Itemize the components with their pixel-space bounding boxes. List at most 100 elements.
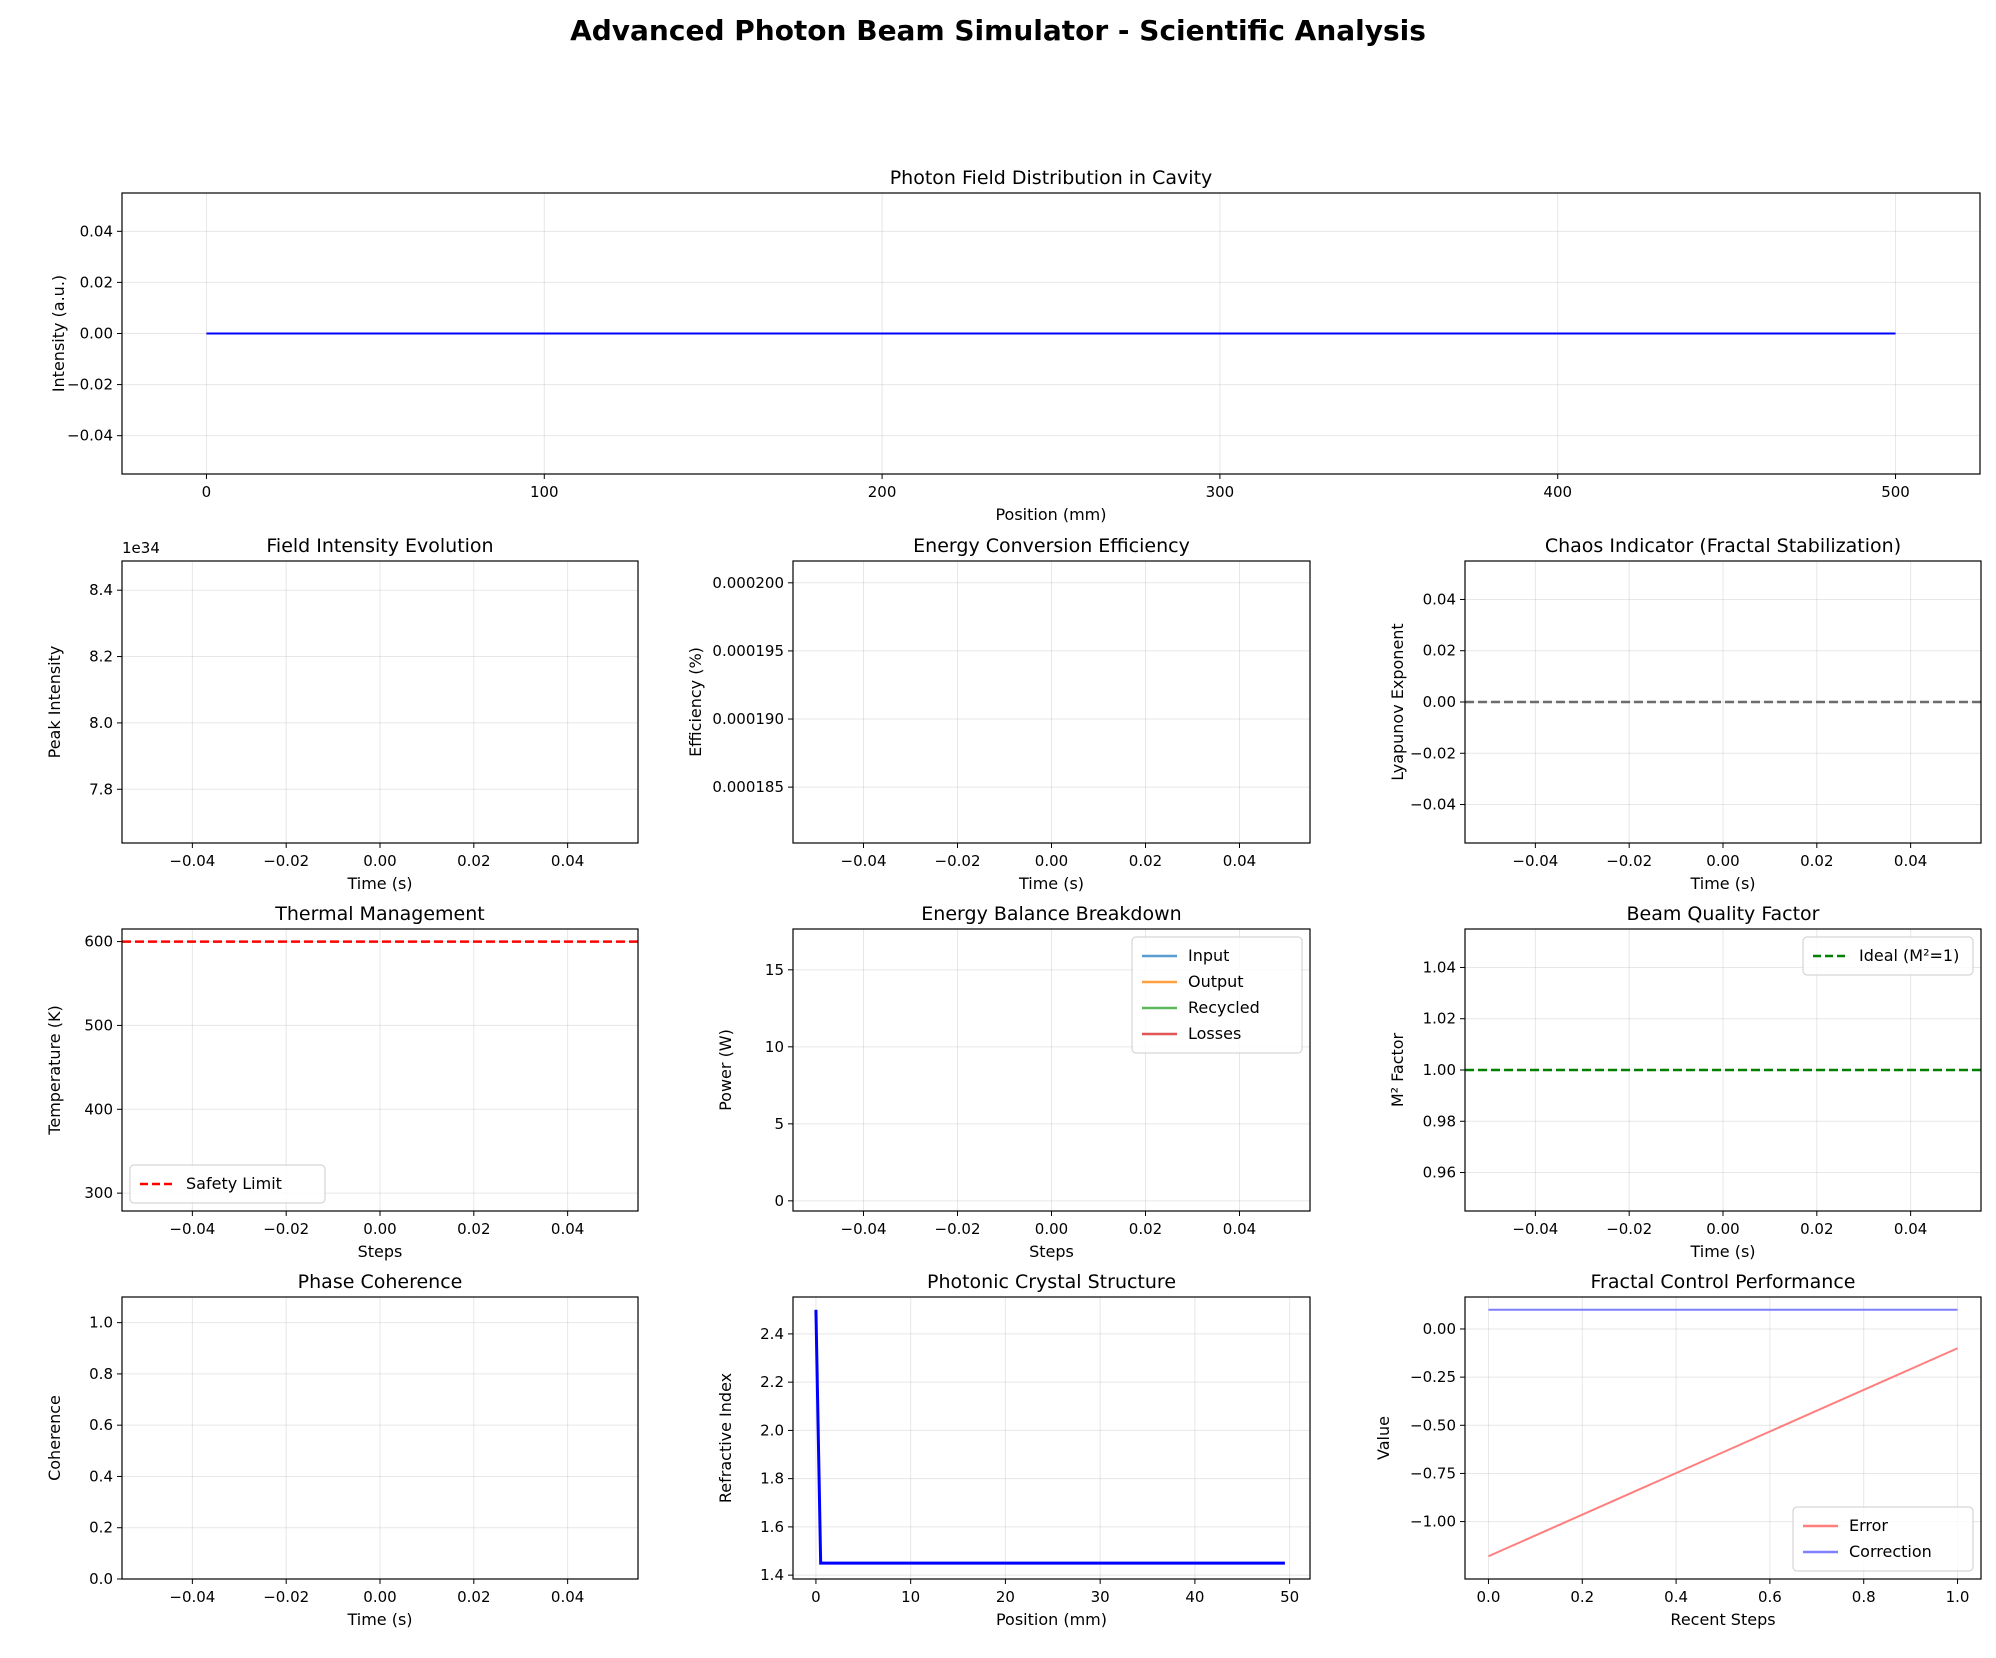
y-tick-label: −0.04 (1410, 796, 1456, 814)
x-tick-label: −0.02 (1606, 1220, 1652, 1238)
x-tick-label: −0.04 (169, 852, 215, 870)
x-tick-label: 0.8 (1852, 1588, 1876, 1606)
y-tick-label: 1.02 (1423, 1010, 1456, 1028)
x-axis-label: Position (mm) (996, 1610, 1107, 1629)
panel-balance: −0.04 −0.02 0.00 0.02 0.04 0 5 10 15 Energy Balan… (716, 903, 1311, 1261)
x-axis-label: Time (s) (346, 874, 412, 893)
x-tick-label: 0.02 (1800, 1220, 1833, 1238)
y-axis-label: M² Factor (1388, 1032, 1407, 1107)
x-tick-label: −0.02 (935, 852, 981, 870)
x-axis-label: Recent Steps (1670, 1610, 1775, 1629)
y-tick-label: 1.0 (89, 1314, 113, 1332)
y-tick-label: 0.96 (1423, 1164, 1456, 1182)
x-tick-label: 0.04 (1894, 852, 1927, 870)
x-tick-label: 20 (996, 1588, 1015, 1606)
y-tick-label: 0.4 (89, 1467, 113, 1485)
y-axis-label: Refractive Index (716, 1373, 735, 1503)
y-tick-label: 0.8 (89, 1365, 113, 1383)
x-tick-label: 0.02 (1800, 852, 1833, 870)
x-axis-label: Time (s) (1689, 874, 1755, 893)
y-axis-label: Power (W) (716, 1029, 735, 1111)
panel-chaos: −0.04 −0.02 0.00 0.02 0.04 −0.04 −0.02 0.00 0.02… (1388, 535, 1982, 893)
y-tick-label: 0.2 (89, 1519, 113, 1537)
legend-label: Recycled (1188, 998, 1260, 1017)
y-axis-label: Intensity (a.u.) (49, 275, 68, 392)
y-tick-label: 8.2 (89, 648, 113, 666)
x-tick-label: 0.04 (1223, 852, 1256, 870)
chart-title: Photonic Crystal Structure (927, 1271, 1176, 1293)
y-tick-label: 0.04 (80, 222, 113, 240)
y-tick-label: −0.02 (1410, 744, 1456, 762)
y-tick-label: 2.0 (760, 1421, 784, 1439)
legend-label: Losses (1188, 1024, 1241, 1043)
y-tick-label: 15 (765, 961, 784, 979)
axes-frame (792, 1296, 1311, 1580)
suptitle: Advanced Photon Beam Simulator - Scienti… (570, 14, 1426, 47)
chart-title: Beam Quality Factor (1626, 903, 1819, 925)
y-tick-label: 8.0 (89, 714, 113, 732)
x-tick-label: 0.6 (1758, 1588, 1782, 1606)
y-axis-label: Lyapunov Exponent (1388, 623, 1407, 780)
x-tick-label: −0.02 (263, 1588, 309, 1606)
x-tick-label: −0.04 (169, 1220, 215, 1238)
legend: Input Output Recycled Losses (1131, 936, 1303, 1054)
y-tick-label: 0 (774, 1192, 784, 1210)
legend-box (1131, 936, 1303, 1054)
y-tick-label: 0.02 (1423, 642, 1456, 660)
x-tick-label: 10 (901, 1588, 920, 1606)
chart-title: Energy Conversion Efficiency (913, 535, 1190, 557)
x-tick-label: −0.02 (935, 1220, 981, 1238)
legend: Safety Limit (129, 1164, 326, 1204)
y-tick-label: 1.04 (1423, 958, 1456, 976)
y-tick-label: −0.75 (1410, 1464, 1456, 1482)
x-tick-label: 0.02 (457, 852, 490, 870)
x-tick-label: −0.04 (1512, 852, 1558, 870)
y-tick-label: 0.000195 (712, 642, 784, 660)
x-tick-label: 300 (1206, 483, 1235, 501)
y-tick-label: 0.00 (80, 325, 113, 343)
x-tick-label: 40 (1185, 1588, 1204, 1606)
y-tick-label: 0.98 (1423, 1112, 1456, 1130)
chart-title: Photon Field Distribution in Cavity (890, 167, 1213, 189)
legend: Error Correction (1792, 1506, 1974, 1572)
chart-title: Chaos Indicator (Fractal Stabilization) (1545, 535, 1901, 557)
y-tick-label: 1.8 (760, 1470, 784, 1488)
x-tick-label: 0 (202, 483, 212, 501)
x-axis-label: Time (s) (1689, 1242, 1755, 1261)
x-tick-label: 0 (811, 1588, 821, 1606)
y-axis-label: Peak Intensity (45, 646, 64, 759)
y-axis-label: Temperature (K) (45, 1005, 64, 1135)
legend-box (1802, 936, 1974, 976)
y-tick-label: 500 (84, 1016, 113, 1034)
y-tick-label: 300 (84, 1184, 113, 1202)
x-tick-label: −0.02 (263, 852, 309, 870)
chart-title: Field Intensity Evolution (266, 535, 493, 557)
x-axis-label: Steps (358, 1242, 403, 1261)
legend-label: Input (1188, 946, 1229, 965)
y-tick-label: 0.000200 (712, 574, 784, 592)
x-tick-label: 0.00 (1035, 852, 1068, 870)
y-tick-label: −0.02 (67, 376, 113, 394)
chart-title: Phase Coherence (298, 1271, 463, 1293)
y-tick-label: 0.00 (1423, 1320, 1456, 1338)
series-line (814, 1309, 1285, 1565)
y-axis-label: Efficiency (%) (686, 647, 705, 757)
y-tick-label: 0.000185 (712, 778, 784, 796)
y-tick-label: 0.000190 (712, 710, 784, 728)
y-tick-label: 600 (84, 933, 113, 951)
legend-box (129, 1164, 326, 1204)
y-tick-label: −1.00 (1410, 1513, 1456, 1531)
y-tick-label: 2.4 (760, 1325, 784, 1343)
y-axis-label: Coherence (45, 1395, 64, 1481)
panel-efficiency: −0.04 −0.02 0.00 0.02 0.04 0.000185 0.000190 0.… (686, 535, 1311, 893)
panel-thermal: −0.04 −0.02 0.00 0.02 0.04 300 400 500 600 Therma… (45, 903, 639, 1261)
x-tick-label: −0.02 (1606, 852, 1652, 870)
x-tick-label: 0.0 (1477, 1588, 1501, 1606)
x-axis-label: Time (s) (1018, 874, 1084, 893)
x-tick-label: 0.04 (1894, 1220, 1927, 1238)
chart-title: Energy Balance Breakdown (921, 903, 1181, 925)
series-line-error (1488, 1347, 1958, 1558)
y-tick-label: 7.8 (89, 780, 113, 798)
legend-label: Ideal (M²=1) (1859, 946, 1959, 965)
y-tick-label: 5 (774, 1115, 784, 1133)
